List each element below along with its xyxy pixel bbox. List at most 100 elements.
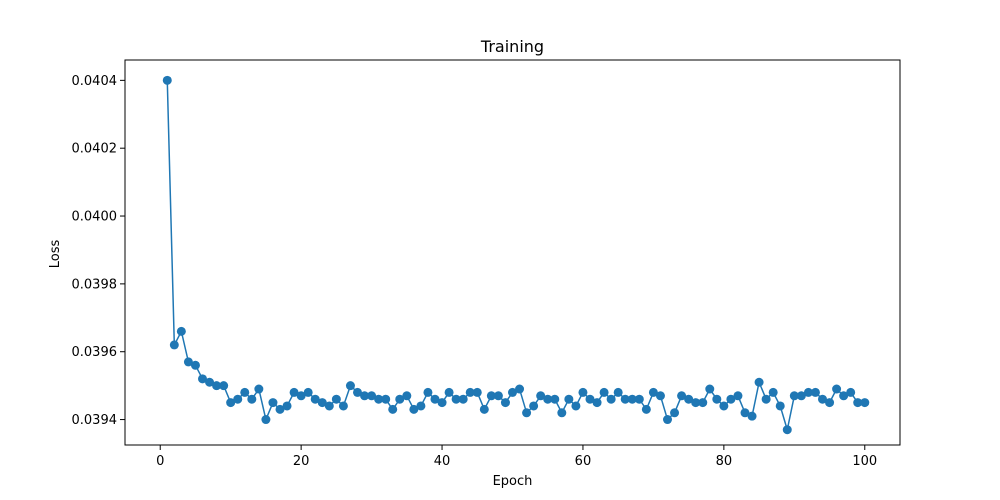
y-axis-label: Loss xyxy=(48,240,63,269)
loss-point xyxy=(853,398,863,408)
loss-point xyxy=(289,387,299,397)
y-tick-label: 0.0400 xyxy=(72,210,118,225)
loss-point xyxy=(388,404,398,414)
loss-point xyxy=(296,391,306,401)
loss-point xyxy=(353,387,362,397)
loss-point xyxy=(578,387,588,397)
loss-point xyxy=(247,394,257,404)
loss-point xyxy=(303,387,313,397)
loss-point xyxy=(564,394,574,404)
loss-point xyxy=(486,391,496,401)
loss-point xyxy=(515,384,525,394)
loss-point xyxy=(747,411,757,421)
loss-point xyxy=(684,394,694,404)
loss-point xyxy=(522,408,532,418)
loss-point xyxy=(169,340,179,350)
loss-point xyxy=(367,391,377,401)
loss-point xyxy=(740,408,750,418)
loss-point xyxy=(641,404,651,414)
x-axis-label: Epoch xyxy=(493,474,533,489)
loss-point xyxy=(360,391,370,401)
loss-point xyxy=(818,394,827,404)
loss-point xyxy=(825,398,835,408)
y-axis-ticks: 0.0394 0.0396 0.0398 0.0400 0.0402 0.0404 xyxy=(72,74,125,428)
loss-point xyxy=(585,394,595,404)
loss-point xyxy=(796,391,806,401)
x-tick-label: 0 xyxy=(156,454,164,469)
loss-point xyxy=(557,408,567,418)
loss-point xyxy=(648,387,658,397)
y-tick-label: 0.0394 xyxy=(72,413,118,428)
loss-point xyxy=(846,387,856,397)
loss-point xyxy=(219,381,229,391)
loss-point xyxy=(212,381,222,391)
x-tick-label: 60 xyxy=(575,454,592,469)
loss-point xyxy=(663,415,672,425)
loss-point xyxy=(458,394,468,404)
loss-point xyxy=(381,394,391,404)
x-axis-ticks: 0 20 40 60 80 100 xyxy=(156,445,877,469)
y-tick-label: 0.0404 xyxy=(72,74,118,89)
loss-point xyxy=(310,394,320,404)
loss-point xyxy=(634,394,644,404)
loss-point xyxy=(282,401,292,411)
x-tick-label: 100 xyxy=(852,454,877,469)
loss-point xyxy=(324,401,334,411)
loss-point xyxy=(205,377,215,387)
loss-point xyxy=(691,398,701,408)
loss-point xyxy=(655,391,665,401)
loss-point xyxy=(860,398,870,408)
loss-point xyxy=(606,394,616,404)
loss-point xyxy=(789,391,799,401)
loss-point xyxy=(268,398,278,408)
loss-point xyxy=(233,394,243,404)
loss-point xyxy=(416,401,426,411)
loss-point xyxy=(275,404,285,414)
loss-point xyxy=(338,401,348,411)
x-tick-label: 80 xyxy=(716,454,733,469)
loss-point xyxy=(198,374,207,384)
loss-point xyxy=(451,394,461,404)
loss-point xyxy=(190,360,200,370)
plot-frame xyxy=(124,59,901,446)
loss-point xyxy=(810,387,820,397)
loss-point xyxy=(782,425,792,435)
series-layer xyxy=(162,75,870,435)
loss-point xyxy=(712,394,722,404)
loss-point xyxy=(754,377,764,387)
loss-point xyxy=(768,387,778,397)
loss-point xyxy=(472,387,482,397)
loss-point xyxy=(395,394,405,404)
loss-point xyxy=(620,394,630,404)
loss-point xyxy=(529,401,539,411)
loss-point xyxy=(240,387,250,397)
loss-point xyxy=(677,391,687,401)
loss-point xyxy=(803,387,813,397)
loss-point xyxy=(176,326,186,336)
loss-point xyxy=(592,398,602,408)
loss-point xyxy=(719,401,729,411)
y-tick-label: 0.0398 xyxy=(72,277,118,292)
loss-point xyxy=(832,384,842,394)
chart-title: Training xyxy=(480,37,544,56)
loss-point xyxy=(698,398,708,408)
loss-point xyxy=(571,401,581,411)
loss-point xyxy=(423,387,433,397)
y-tick-label: 0.0402 xyxy=(72,142,118,157)
y-tick-label: 0.0396 xyxy=(72,345,118,360)
loss-point xyxy=(500,398,510,408)
loss-point xyxy=(705,384,715,394)
loss-point xyxy=(775,401,785,411)
loss-point xyxy=(733,391,743,401)
loss-point xyxy=(599,387,609,397)
loss-point xyxy=(226,398,236,408)
loss-point xyxy=(430,394,440,404)
loss-point xyxy=(761,394,771,404)
plot-area xyxy=(125,60,900,445)
loss-point xyxy=(345,381,355,391)
loss-point xyxy=(409,404,419,414)
loss-point xyxy=(317,398,327,408)
loss-point xyxy=(374,394,384,404)
loss-point xyxy=(437,398,447,408)
